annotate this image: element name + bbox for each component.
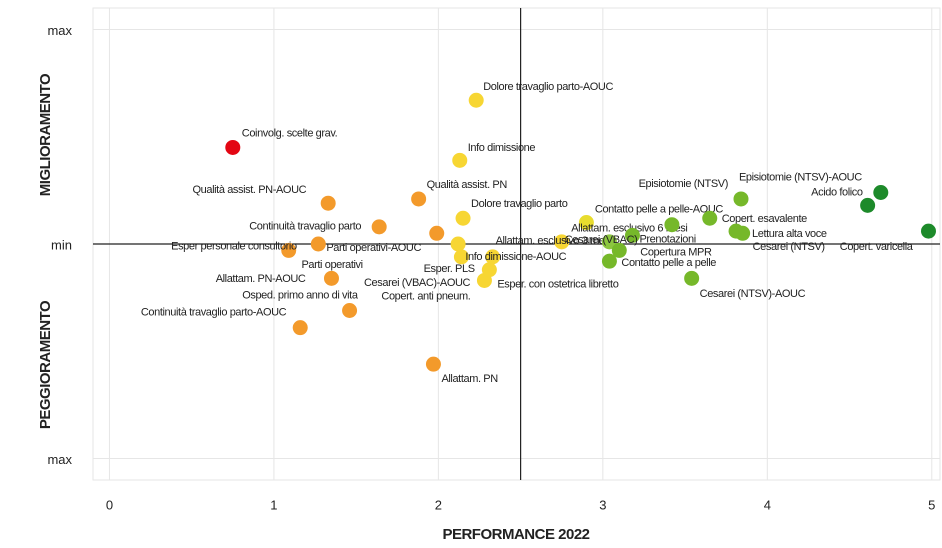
data-point [735,225,751,241]
point-label: Qualità assist. PN-AOUC [193,184,307,196]
data-point [453,249,469,265]
point-label: Allattam. PN [441,373,498,385]
data-point [684,270,700,286]
point-label: Copert. anti pneum. [381,290,470,302]
point-label: Cesarei (NTSV)-AOUC [700,288,806,300]
data-point [468,92,484,108]
data-point [554,234,570,250]
data-point [920,223,936,239]
point-label: Continuità travaglio parto [249,221,361,233]
point-label: Copertura MPR [640,246,712,258]
data-point [578,215,594,231]
data-point [292,320,308,336]
point-label: Episiotomie (NTSV) [639,178,728,190]
x-tick-label: 1 [270,497,277,512]
data-point [664,217,680,233]
point-label: Parti operativi [301,259,362,271]
data-point [425,356,441,372]
y-axis-title-bottom: PEGGIORAMENTO [37,300,54,429]
point-label: Info dimissione [468,142,536,154]
point-label: Cesarei (NTSV) [753,241,825,253]
data-point [485,249,501,265]
data-point [225,139,241,155]
point-label: Episiotomie (NTSV)-AOUC [739,171,862,183]
point-label: Esper personale consultorio [171,240,297,252]
data-point [371,219,387,235]
point-label: Allattam. PN-AOUC [216,273,306,285]
point-label: Info dimissione-AOUC [465,251,566,263]
data-point [601,253,617,269]
point-label: Acido folico [811,186,863,198]
data-point [411,191,427,207]
data-point [611,242,627,258]
data-point [323,270,339,286]
point-label: Esper. PLS [424,263,475,275]
x-tick-label: 0 [106,497,113,512]
point-label: Parti operativi-AOUC [326,242,421,254]
data-point [429,225,445,241]
point-label: Cesarei (VBAC) [565,234,638,246]
x-tick-label: 4 [764,497,771,512]
point-label: Prenotazioni [639,233,695,245]
data-point [601,234,617,250]
data-point [310,236,326,252]
point-label: Allattam. esclusivo 3 mesi [496,235,612,247]
data-point [342,303,358,319]
x-tick-label: 5 [928,497,935,512]
data-point [450,236,466,252]
data-point [702,210,718,226]
data-point [455,210,471,226]
point-label: Contatto pelle a pelle [621,257,716,269]
data-point [281,242,297,258]
data-point [452,152,468,168]
point-label: Cesarei (VBAC)-AOUC [364,277,471,289]
point-label: Qualità assist. PN [427,179,508,191]
x-tick-label: 2 [435,497,442,512]
point-label: Allattam. esclusivo 6 mesi [571,222,687,234]
point-label: Copert. esavalente [722,213,807,225]
point-label: Dolore travaglio parto-AOUC [483,81,613,93]
data-point [860,197,876,213]
y-tick-label: min [51,237,72,252]
point-label: Dolore travaglio parto [471,198,568,210]
point-label: Contatto pelle a pelle-AOUC [595,204,723,216]
point-label: Esper. con ostetrica libretto [497,279,618,291]
point-label: Copert. varicella [840,241,914,253]
point-label: Lettura alta voce [752,228,827,240]
data-point [481,262,497,278]
y-tick-label: max [47,23,72,38]
point-label: Osped. primo anno di vita [242,289,359,301]
x-tick-label: 3 [599,497,606,512]
data-point [873,185,889,201]
data-point [624,227,640,243]
point-label: Continuità travaglio parto-AOUC [141,307,287,319]
x-axis-title: PERFORMANCE 2022 [442,526,589,543]
data-point [733,191,749,207]
point-label: Coinvolg. scelte grav. [242,127,338,139]
data-point [320,195,336,211]
y-tick-label: max [47,452,72,467]
y-axis-title-top: MIGLIORAMENTO [37,73,54,196]
